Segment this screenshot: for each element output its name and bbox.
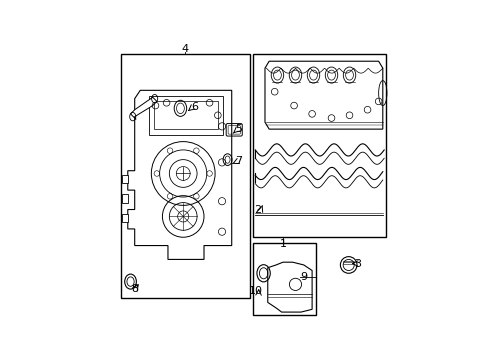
Polygon shape — [122, 214, 128, 222]
Text: 7: 7 — [235, 156, 242, 166]
Text: 4: 4 — [181, 44, 188, 54]
Polygon shape — [128, 90, 232, 260]
Polygon shape — [265, 61, 383, 129]
Text: 9: 9 — [300, 273, 307, 283]
Polygon shape — [268, 262, 312, 312]
Polygon shape — [122, 194, 128, 203]
Polygon shape — [148, 96, 223, 135]
Text: 3: 3 — [354, 258, 361, 269]
Polygon shape — [130, 97, 157, 120]
Text: 8: 8 — [131, 284, 138, 293]
Polygon shape — [154, 102, 218, 129]
Bar — [252, 54, 386, 237]
Text: 6: 6 — [191, 102, 198, 112]
Bar — [121, 54, 250, 298]
Text: 10: 10 — [249, 286, 263, 296]
Text: 5: 5 — [235, 124, 242, 134]
Text: 1: 1 — [279, 239, 287, 249]
Text: 2: 2 — [254, 204, 262, 215]
Bar — [252, 243, 316, 315]
Polygon shape — [122, 175, 128, 183]
